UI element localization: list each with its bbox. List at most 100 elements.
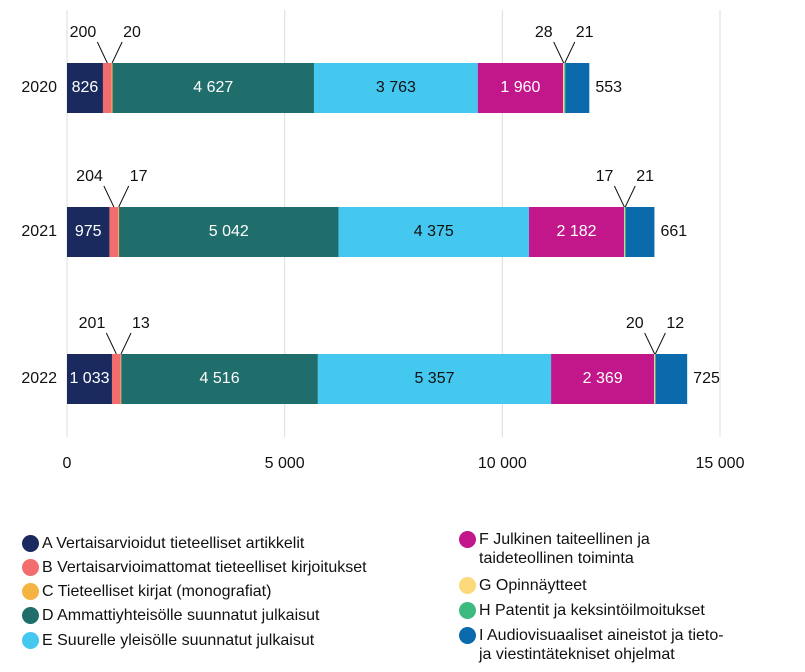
value-label: 20 <box>626 315 644 332</box>
bar-segment <box>119 207 339 257</box>
value-label: 3 763 <box>376 79 416 96</box>
value-label: 975 <box>75 223 102 240</box>
value-label: 4 516 <box>200 370 240 387</box>
legend-item: G Opinnäytteet <box>459 576 587 595</box>
legend-label: E Suurelle yleisölle suunnatut julkaisut <box>42 632 315 649</box>
legend-label: I Audiovisuaaliset aineistot ja tieto- j… <box>479 627 724 663</box>
leader-line <box>613 185 625 208</box>
leader-line <box>644 332 656 355</box>
chart: 0 5 000 10 000 15 000 2020 826 200 20 4 627 3 763… <box>21 10 745 472</box>
bar-segment <box>529 207 625 257</box>
leader-line <box>118 185 130 208</box>
value-label: 17 <box>130 168 148 185</box>
bar-segment <box>655 354 656 404</box>
leader-line <box>111 41 123 64</box>
legend-item: D Ammattiyhteisölle suunnatut julkaisut <box>22 606 319 625</box>
x-tick-label: 10 000 <box>478 455 527 472</box>
legend-label: C Tieteelliset kirjat (monografiat) <box>42 583 272 600</box>
value-label: 12 <box>666 315 684 332</box>
value-label: 201 <box>79 315 106 332</box>
leader-line <box>553 41 565 64</box>
leader-line <box>654 332 666 355</box>
legend-label: F Julkinen taiteellinen ja taideteolline… <box>479 531 650 567</box>
value-label: 553 <box>595 79 622 96</box>
legend-label: H Patentit ja keksintöilmoitukset <box>479 602 705 619</box>
x-tick-label: 15 000 <box>696 455 745 472</box>
bar-segment <box>120 354 122 404</box>
legend-item: B Vertaisarvioimattomat tieteelliset kir… <box>22 558 367 577</box>
bar-segment <box>624 207 625 257</box>
value-label: 826 <box>72 79 99 96</box>
value-label: 204 <box>76 168 103 185</box>
value-label: 200 <box>70 24 97 41</box>
bar-segment <box>654 354 656 404</box>
value-label: 28 <box>535 24 553 41</box>
leader-line <box>120 332 132 355</box>
x-tick-label: 5 000 <box>265 455 305 472</box>
legend-label: D Ammattiyhteisölle suunnatut julkaisut <box>42 607 320 624</box>
bar-segment <box>564 63 566 113</box>
value-label: 661 <box>660 223 687 240</box>
value-label: 5 042 <box>209 223 249 240</box>
bar-segment <box>102 63 112 113</box>
legend-item: H Patentit ja keksintöilmoitukset <box>459 601 705 620</box>
value-label: 1 960 <box>500 79 540 96</box>
bar-segment <box>111 354 121 404</box>
bar-segment <box>111 63 113 113</box>
value-label: 20 <box>123 24 141 41</box>
legend-swatch <box>459 531 476 548</box>
legend-swatch <box>459 627 476 644</box>
bar-segment <box>118 207 120 257</box>
value-label: 2 182 <box>556 223 596 240</box>
bar-segment <box>67 354 112 404</box>
bar-segment <box>624 207 626 257</box>
y-tick-label: 2020 <box>21 79 57 96</box>
legend-label: A Vertaisarvioidut tieteelliset artikkel… <box>42 535 305 552</box>
bar-segment <box>477 63 564 113</box>
value-label: 725 <box>693 370 720 387</box>
bar-segment <box>109 207 119 257</box>
legend-swatch <box>22 607 39 624</box>
bar-segment <box>655 354 688 404</box>
legend-swatch <box>22 559 39 576</box>
bar-segment <box>121 354 318 404</box>
legend-swatch <box>459 602 476 619</box>
leader-line <box>105 332 117 355</box>
x-tick-label: 0 <box>63 455 72 472</box>
legend-swatch <box>22 535 39 552</box>
value-label: 5 357 <box>414 370 454 387</box>
legend-label: B Vertaisarvioimattomat tieteelliset kir… <box>42 559 367 576</box>
leader-line <box>624 185 636 208</box>
bar-segment <box>563 63 565 113</box>
legend-item: A Vertaisarvioidut tieteelliset artikkel… <box>22 534 304 553</box>
value-label: 4 627 <box>193 79 233 96</box>
bar-segment <box>625 207 655 257</box>
legend-swatch <box>459 577 476 594</box>
value-label: 1 033 <box>69 370 109 387</box>
legend-item: F Julkinen taiteellinen ja taideteolline… <box>459 530 729 568</box>
y-tick-label: 2021 <box>21 223 57 240</box>
bar-segment <box>317 354 552 404</box>
leader-line <box>96 41 108 64</box>
bar-segment <box>551 354 655 404</box>
bar-segment <box>67 207 110 257</box>
value-label: 21 <box>576 24 594 41</box>
value-label: 17 <box>596 168 614 185</box>
leader-line <box>103 185 115 208</box>
legend-item: E Suurelle yleisölle suunnatut julkaisut <box>22 631 314 650</box>
bar-segment <box>313 63 478 113</box>
y-tick-label: 2022 <box>21 370 57 387</box>
legend-item: C Tieteelliset kirjat (monografiat) <box>22 582 271 601</box>
legend-swatch <box>22 632 39 649</box>
bar-segment <box>67 63 103 113</box>
value-label: 13 <box>132 315 150 332</box>
legend-item: I Audiovisuaaliset aineistot ja tieto- j… <box>459 626 729 664</box>
bar-segment <box>565 63 590 113</box>
legend-label: G Opinnäytteet <box>479 577 587 594</box>
value-label: 21 <box>636 168 654 185</box>
value-label: 2 369 <box>583 370 623 387</box>
bar-segment <box>112 63 314 113</box>
leader-line <box>564 41 576 64</box>
legend-swatch <box>22 583 39 600</box>
